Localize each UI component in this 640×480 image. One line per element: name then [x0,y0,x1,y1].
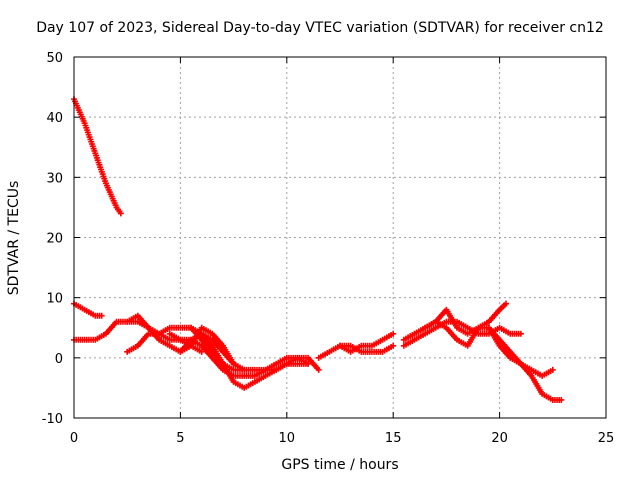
data-layer [71,96,565,403]
series-track-2 [71,300,105,319]
y-tick-label: 0 [55,352,63,367]
axis-layer: 0 5 10 15 20 25 -10 0 10 20 30 40 50 [42,51,615,446]
data-point [390,330,397,337]
y-tick-label: 40 [46,111,63,126]
data-point [315,366,322,373]
data-point [549,366,556,373]
series-track-6 [166,330,312,379]
y-tick-label: 20 [46,232,63,247]
grid-layer [74,57,606,418]
data-point [517,330,524,337]
data-point [198,348,205,355]
x-axis-label: GPS time / hours [281,457,399,473]
x-tick-label: 15 [385,431,402,446]
series-track-10 [337,342,397,355]
x-tick-label: 20 [491,431,508,446]
data-point [390,342,397,349]
data-point [502,300,509,307]
y-tick-label: 30 [46,171,63,186]
y-tick-label: 10 [46,292,63,307]
series-track-9 [315,330,397,361]
x-tick-label: 5 [176,431,184,446]
series-track-14 [485,324,565,403]
data-point [230,360,237,367]
chart-title: Day 107 of 2023, Sidereal Day-to-day VTE… [36,20,604,36]
x-tick-label: 10 [279,431,296,446]
y-tick-label: -10 [42,412,63,427]
data-point [305,360,312,367]
data-point [98,312,105,319]
x-tick-label: 0 [70,431,78,446]
data-point [558,396,565,403]
data-point [117,210,124,217]
series-track-1 [71,96,124,217]
y-tick-label: 50 [46,51,63,66]
series-track-8 [188,324,312,373]
x-tick-label: 25 [598,431,615,446]
